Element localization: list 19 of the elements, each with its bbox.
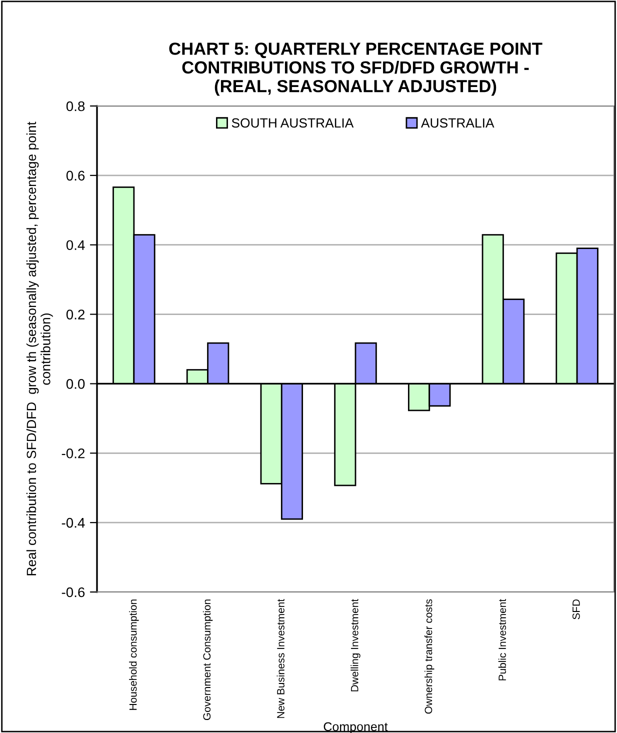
y-tick-label: 0.6 [66, 170, 85, 181]
x-tick-label: SFD [572, 599, 580, 620]
chart-title: CHART 5: QUARTERLY PERCENTAGE POINT CONTRIBUTIONS TO SFD/DFD GROWTH - (REAL, SEASONALLY ADJUSTED) [169, 42, 542, 96]
y-axis-title: Real contribution to SFD/DFD grow th (seasonally adjusted, percentage point contribution) [26, 122, 53, 576]
x-tick-label: Ownership transfer costs [424, 599, 434, 714]
x-tick-label: Government Consumption [202, 600, 213, 720]
legend-label: SOUTH AUSTRALIA [232, 118, 354, 128]
x-tick-label: Public Investment [498, 599, 506, 680]
x-tick-label: Dwelling Investment [350, 599, 360, 692]
y-tick-label: -0.6 [62, 587, 85, 598]
y-tick-label: 0.2 [66, 310, 84, 320]
y-tick-label: -0.4 [62, 518, 85, 528]
x-tick-label: New Business Investment [276, 599, 284, 718]
x-tick-label: Household consumption [129, 600, 139, 710]
y-tick-label: -0.2 [62, 448, 84, 458]
y-tick-label: 0.8 [66, 101, 85, 112]
y-tick-label: 0.0 [66, 379, 85, 389]
legend-label: AUSTRALIA [420, 118, 494, 128]
y-tick-label: 0.4 [66, 240, 85, 250]
